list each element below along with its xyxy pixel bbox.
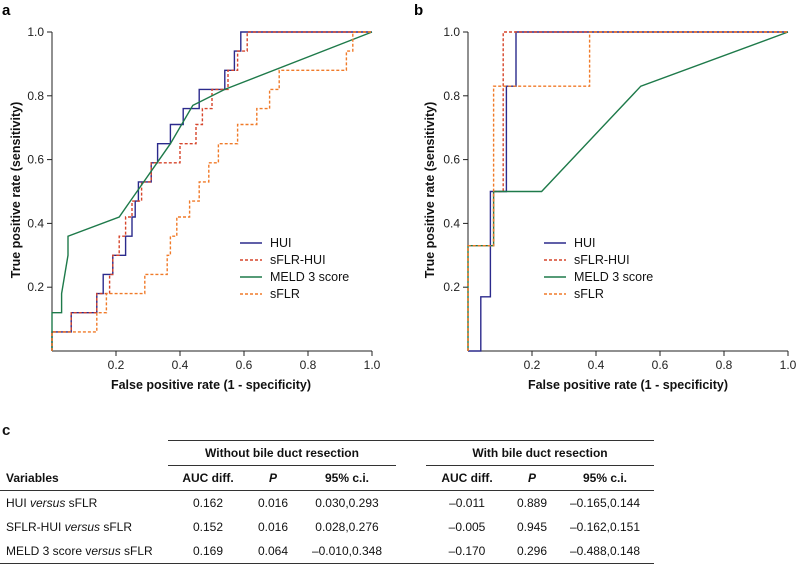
cell-p-with: 0.945 [516, 520, 548, 534]
legend-label-meld-3-score: MELD 3 score [574, 270, 653, 284]
series-line-meld-3-score [51, 31, 373, 351]
cell-p-with: 0.889 [516, 496, 548, 510]
x-tick-label: 0.4 [172, 358, 189, 372]
x-tick-label: 0.8 [716, 358, 733, 372]
series-line-hui [51, 31, 372, 351]
y-tick-label: 0.6 [443, 153, 460, 167]
series-line-sflr-hui [51, 31, 372, 351]
panel-b-roc-chart: b True positive rate (sensitivity) False… [414, 2, 797, 392]
table-row: MELD 3 score versus sFLR 0.169 0.064 –0.… [0, 539, 654, 564]
panel-a-ticks: 0.2 0.4 0.6 0.8 1.0 0.2 0.4 0.6 0.8 1.0 [27, 25, 380, 372]
auc-comparison-table: Without bile duct resection With bile du… [0, 440, 654, 564]
header-auc-with: AUC diff. [426, 465, 508, 491]
series-line-sflr [467, 31, 788, 351]
series-line-sflr [51, 31, 372, 351]
legend-label-sflr-hui: sFLR-HUI [574, 253, 630, 267]
group-header-without: Without bile duct resection [168, 440, 396, 466]
cell-ci-with: –0.488,0.148 [556, 539, 654, 564]
panel-a-x-axis-title: False positive rate (1 - specificity) [111, 378, 311, 392]
panel-a-y-axis-title: True positive rate (sensitivity) [9, 102, 23, 278]
cell-ci-without: –0.010,0.348 [298, 539, 396, 564]
y-tick-label: 1.0 [27, 25, 44, 39]
roc-charts: a True positive rate (sensitivity) False… [2, 2, 797, 392]
x-tick-label: 0.8 [300, 358, 317, 372]
panel-b-x-axis-title: False positive rate (1 - specificity) [528, 378, 728, 392]
legend-label-sflr-hui: sFLR-HUI [270, 253, 326, 267]
x-tick-label: 1.0 [780, 358, 797, 372]
header-variables: Variables [0, 465, 168, 491]
table-row: SFLR-HUI versus sFLR 0.152 0.016 0.028,0… [0, 515, 654, 539]
cell-auc-without: 0.152 [192, 520, 224, 534]
x-tick-label: 0.6 [236, 358, 253, 372]
y-tick-label: 0.4 [27, 216, 44, 230]
panel-b-letter: b [414, 2, 423, 19]
panel-a-legend: HUI sFLR-HUI MELD 3 score sFLR [240, 236, 349, 301]
legend-label-meld-3-score: MELD 3 score [270, 270, 349, 284]
table-column-header-row: Variables AUC diff. P 95% c.i. AUC diff.… [0, 465, 654, 491]
table-row: HUI versus sFLR 0.162 0.016 0.030,0.293 … [0, 491, 654, 516]
cell-p-without: 0.016 [257, 520, 289, 534]
cell-auc-with: –0.170 [426, 539, 508, 564]
y-tick-label: 0.2 [443, 280, 460, 294]
table-group-header-row: Without bile duct resection With bile du… [0, 440, 654, 466]
y-tick-label: 1.0 [443, 25, 460, 39]
cell-ci-without: 0.028,0.276 [315, 520, 379, 534]
y-tick-label: 0.6 [27, 153, 44, 167]
panel-b-series-lines [467, 31, 789, 352]
panel-b-legend: HUI sFLR-HUI MELD 3 score sFLR [544, 236, 653, 301]
header-ci-without: 95% c.i. [298, 465, 396, 491]
cell-ci-with: –0.165,0.144 [569, 496, 641, 510]
y-tick-label: 0.2 [27, 280, 44, 294]
cell-auc-without: 0.169 [168, 539, 248, 564]
panel-a-letter: a [2, 2, 11, 19]
panel-b-y-axis-title: True positive rate (sensitivity) [423, 102, 437, 278]
cell-ci-without: 0.030,0.293 [315, 496, 379, 510]
x-tick-label: 0.6 [652, 358, 669, 372]
legend-label-sflr: sFLR [574, 287, 604, 301]
y-tick-label: 0.8 [27, 89, 44, 103]
panel-b-ticks: 0.2 0.4 0.6 0.8 1.0 0.2 0.4 0.6 0.8 1.0 [443, 25, 796, 372]
legend-label-hui: HUI [270, 236, 292, 250]
cell-auc-with: –0.011 [449, 496, 485, 510]
cell-auc-with: –0.005 [448, 520, 486, 534]
header-auc-without: AUC diff. [168, 465, 248, 491]
cell-ci-with: –0.162,0.151 [569, 520, 641, 534]
row-variable: MELD 3 score versus sFLR [0, 539, 168, 564]
panel-a-series-lines [51, 31, 373, 351]
cell-p-without: 0.064 [248, 539, 298, 564]
x-tick-label: 1.0 [364, 358, 381, 372]
x-tick-label: 0.4 [588, 358, 605, 372]
x-tick-label: 0.2 [524, 358, 541, 372]
panel-a-roc-chart: a True positive rate (sensitivity) False… [2, 2, 381, 392]
y-tick-label: 0.4 [443, 216, 460, 230]
cell-auc-without: 0.162 [192, 496, 224, 510]
cell-p-with: 0.296 [508, 539, 556, 564]
legend-label-sflr: sFLR [270, 287, 300, 301]
panel-c-letter: c [2, 422, 11, 439]
x-tick-label: 0.2 [108, 358, 125, 372]
header-p-without: P [248, 465, 298, 491]
cell-p-without: 0.016 [257, 496, 289, 510]
header-p-with: P [508, 465, 556, 491]
legend-label-hui: HUI [574, 236, 596, 250]
header-ci-with: 95% c.i. [556, 465, 654, 491]
group-header-with: With bile duct resection [426, 440, 654, 466]
row-variable: HUI versus sFLR [6, 496, 98, 510]
y-tick-label: 0.8 [443, 89, 460, 103]
row-variable: SFLR-HUI versus sFLR [6, 520, 133, 534]
